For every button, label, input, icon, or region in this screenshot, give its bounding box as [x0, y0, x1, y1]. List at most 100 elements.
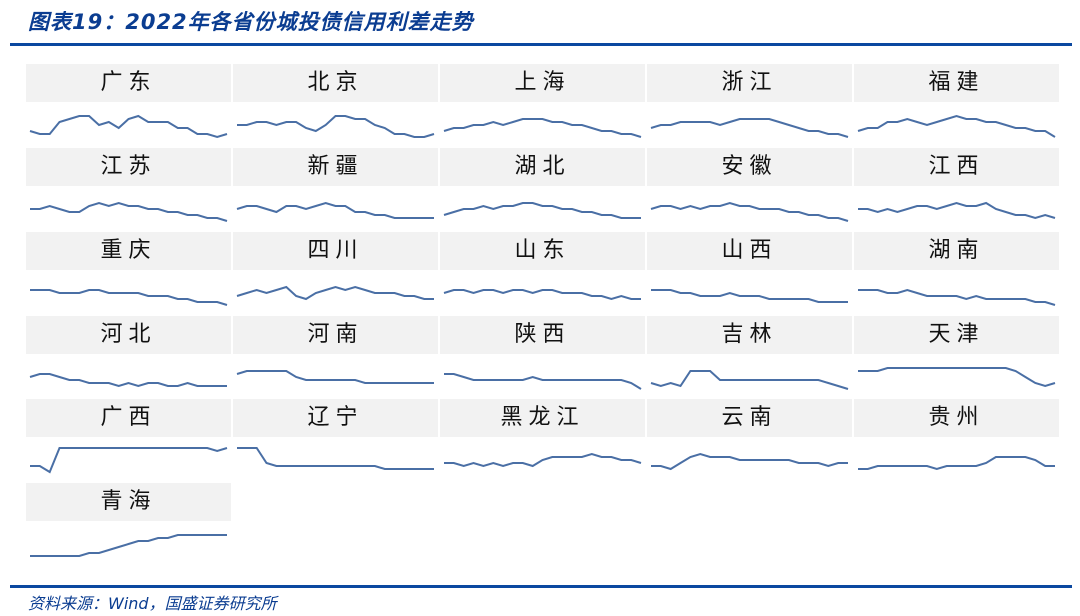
- panel-title: 北京: [233, 64, 438, 102]
- bottom-divider: [10, 585, 1072, 588]
- sparkline-series: [650, 201, 849, 222]
- sparkline-chart: [444, 373, 642, 390]
- sparkline-chart: [443, 202, 641, 219]
- panel-title: 上海: [440, 64, 645, 102]
- sparkline-series: [443, 202, 641, 219]
- sparkline-chart: [237, 115, 435, 138]
- sparkline-chart: [237, 447, 434, 470]
- sparkline-series: [857, 114, 1056, 138]
- panel-4: 福建: [854, 64, 1059, 146]
- sparkline-chart: [30, 534, 227, 557]
- panel-11: 四川: [233, 232, 438, 314]
- panel-title: 陕西: [440, 316, 645, 354]
- sparkline-series: [30, 534, 227, 557]
- panel-23: 云南: [647, 399, 852, 481]
- sparkline-chart: [651, 289, 848, 303]
- sparkline-series: [29, 373, 227, 388]
- sparkline-series: [30, 201, 228, 222]
- sparkline-chart: [30, 289, 228, 306]
- sparkline-series: [651, 452, 848, 471]
- panel-title: 贵州: [854, 399, 1059, 437]
- sparkline-series: [858, 201, 1056, 220]
- panel-title: 四川: [233, 232, 438, 270]
- panel-title: 江西: [854, 148, 1059, 186]
- panel-9: 江西: [854, 148, 1059, 230]
- panel-15: 河北: [26, 316, 231, 398]
- panel-title: 云南: [647, 399, 852, 437]
- sparkline-chart: [29, 114, 228, 139]
- sparkline-series: [650, 370, 849, 390]
- panel-3: 浙江: [647, 64, 852, 146]
- panel-5: 江苏: [26, 148, 231, 230]
- panel-7: 湖北: [440, 148, 645, 230]
- sparkline-chart: [650, 201, 849, 222]
- sparkline-chart: [858, 456, 1055, 471]
- sparkline-chart: [858, 367, 1056, 388]
- panel-title: 天津: [854, 316, 1059, 354]
- panel-title: 江苏: [26, 148, 231, 186]
- panel-13: 山西: [647, 232, 852, 314]
- sparkline-chart: [443, 289, 641, 301]
- panel-1: 北京: [233, 64, 438, 146]
- panel-title: 湖北: [440, 148, 645, 186]
- sparkline-series: [858, 456, 1055, 471]
- panel-title: 河南: [233, 316, 438, 354]
- panel-14: 湖南: [854, 232, 1059, 314]
- sparkline-chart: [650, 118, 849, 138]
- panel-16: 河南: [233, 316, 438, 398]
- sparkline-chart: [236, 285, 434, 301]
- sparkline-series: [858, 367, 1056, 388]
- sparkline-series: [237, 447, 434, 470]
- panel-title: 辽宁: [233, 399, 438, 437]
- sparkline-chart: [858, 288, 1056, 306]
- sparkline-series: [236, 201, 434, 219]
- panel-title: 广西: [26, 399, 231, 437]
- panel-title: 吉林: [647, 316, 852, 354]
- top-divider: [10, 43, 1072, 46]
- sparkline-series: [858, 288, 1056, 306]
- panel-title: 湖南: [854, 232, 1059, 270]
- panel-title: 新疆: [233, 148, 438, 186]
- panel-17: 陕西: [440, 316, 645, 398]
- figure-title: 图表19：2022年各省份城投债信用利差走势: [28, 10, 474, 34]
- source-note: 资料来源：Wind，国盛证券研究所: [28, 594, 277, 613]
- panel-title: 山东: [440, 232, 645, 270]
- sparkline-series: [30, 289, 228, 306]
- panel-10: 重庆: [26, 232, 231, 314]
- sparkline-chart: [236, 370, 434, 384]
- panel-21: 辽宁: [233, 399, 438, 481]
- panel-19: 天津: [854, 316, 1059, 398]
- sparkline-chart: [30, 201, 228, 222]
- panel-title: 河北: [26, 316, 231, 354]
- sparkline-chart: [650, 370, 849, 390]
- sparkline-series: [650, 118, 849, 138]
- sparkline-chart: [444, 452, 642, 468]
- sparkline-series: [236, 285, 434, 301]
- sparkline-series: [444, 452, 642, 468]
- sparkline-chart: [236, 201, 434, 219]
- sparkline-chart: [651, 452, 848, 471]
- sparkline-chart: [443, 118, 642, 138]
- panel-title: 福建: [854, 64, 1059, 102]
- sparkline-chart: [30, 447, 228, 474]
- panel-12: 山东: [440, 232, 645, 314]
- sparkline-series: [236, 370, 434, 384]
- sparkline-series: [237, 115, 435, 138]
- sparkline-series: [30, 447, 228, 474]
- panel-title: 安徽: [647, 148, 852, 186]
- panel-title: 浙江: [647, 64, 852, 102]
- panel-25: 青海: [26, 483, 231, 565]
- panel-title: 青海: [26, 483, 231, 521]
- panel-22: 黑龙江: [440, 399, 645, 481]
- sparkline-chart: [858, 201, 1056, 220]
- panel-0: 广东: [26, 64, 231, 146]
- sparkline-series: [651, 289, 848, 303]
- sparkline-series: [443, 289, 641, 301]
- panel-title: 广东: [26, 64, 231, 102]
- panel-2: 上海: [440, 64, 645, 146]
- panel-6: 新疆: [233, 148, 438, 230]
- panel-8: 安徽: [647, 148, 852, 230]
- panel-20: 广西: [26, 399, 231, 481]
- sparkline-series: [443, 118, 642, 138]
- panel-title: 黑龙江: [440, 399, 645, 437]
